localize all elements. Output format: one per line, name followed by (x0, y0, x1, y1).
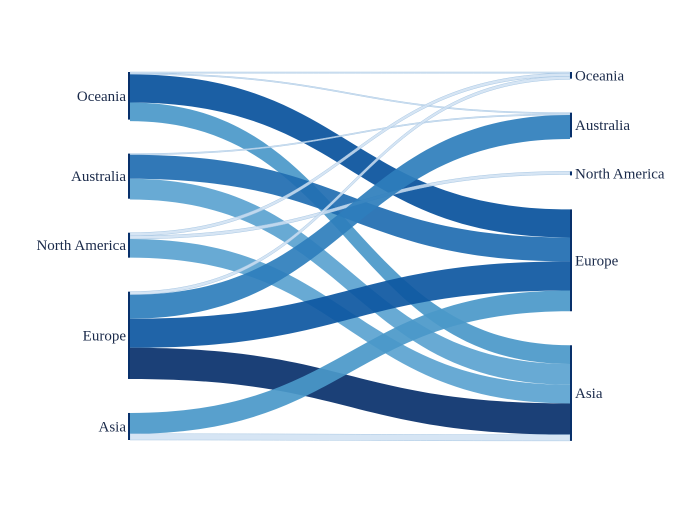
flow-link-europe-to-australia (130, 115, 570, 319)
nodes-layer (128, 72, 572, 441)
right-node-label: Australia (575, 118, 630, 134)
flow-link-north-america-to-asia (130, 238, 570, 404)
left-node-label: Asia (99, 419, 127, 435)
right-node-label: Europe (575, 253, 619, 269)
flow-link-asia-to-asia (129, 433, 571, 442)
right-node-asia (570, 345, 572, 441)
right-node-oceania (570, 72, 572, 79)
right-node-north-america (570, 171, 572, 176)
left-node-oceania (128, 72, 130, 120)
flow-link-europe-to-oceania (129, 76, 571, 296)
left-node-europe (128, 291, 130, 379)
left-node-asia (128, 412, 130, 440)
right-node-australia (570, 112, 572, 138)
left-node-label: Europe (83, 328, 127, 344)
flow-link-oceania-to-oceania (129, 71, 571, 74)
right-node-label: Asia (575, 386, 603, 402)
left-node-australia (128, 153, 130, 199)
right-node-label: Oceania (575, 68, 624, 84)
right-node-label: North America (575, 166, 665, 182)
left-node-label: Oceania (77, 89, 126, 105)
flow-link-europe-to-asia (130, 347, 570, 435)
flow-link-asia-to-europe (130, 290, 570, 434)
left-node-label: North America (36, 238, 126, 254)
labels-layer: Oceania Australia North America Europe Asia O… (36, 68, 664, 435)
left-node-north-america (128, 232, 130, 258)
flow-link-australia-to-asia (130, 178, 570, 385)
left-node-label: Australia (71, 169, 126, 185)
flow-link-oceania-to-asia (130, 102, 570, 364)
flow-link-europe-to-europe (130, 261, 570, 348)
right-node-europe (570, 209, 572, 312)
links-layer (129, 71, 571, 442)
